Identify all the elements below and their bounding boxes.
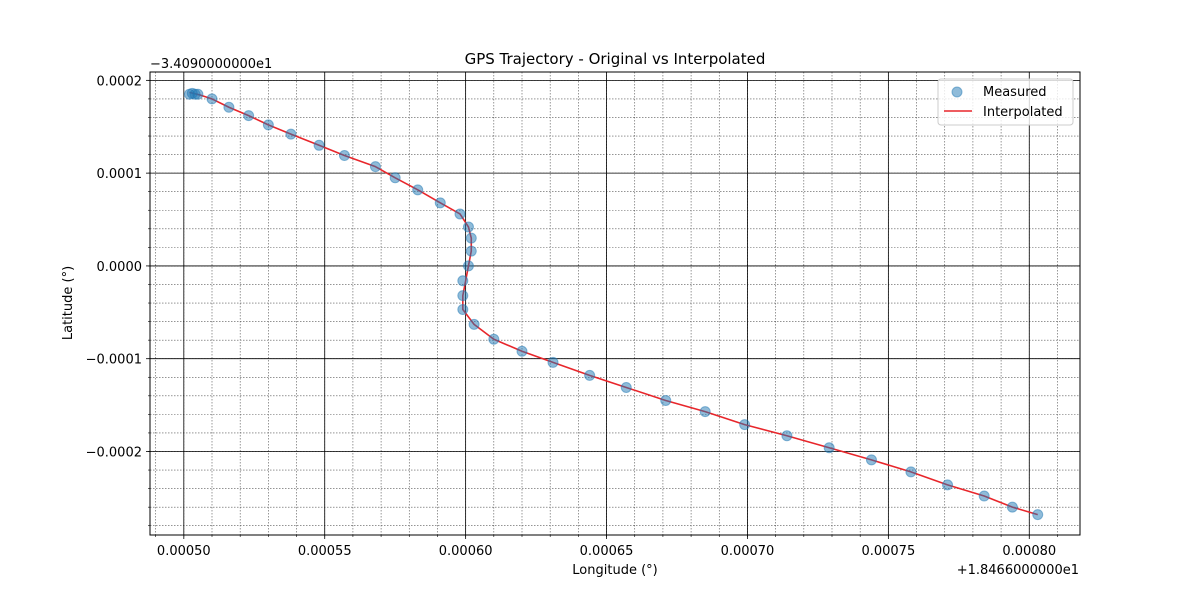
measured-point [262,119,274,131]
measured-point [739,419,751,431]
measured-point [584,369,596,381]
measured-point [547,356,559,368]
y-offset-label: −3.4090000000e1 [150,57,272,72]
chart-title: GPS Trajectory - Original vs Interpolate… [465,50,766,68]
legend-marker-measured [951,86,963,98]
measured-point [1032,509,1044,521]
measured-point [660,394,672,406]
legend: Measured Interpolated [937,78,1074,126]
x-tick-label: 0.00075 [861,544,915,559]
measured-point [942,479,954,491]
measured-point [389,172,401,184]
x-tick-label: 0.00070 [721,544,775,559]
measured-point [457,275,469,287]
axis-ticks: 0.00050 0.00055 0.00060 0.00065 0.00070 0.000… [86,74,1058,559]
measured-point [206,93,218,105]
measured-point [516,345,528,357]
x-tick-label: 0.00060 [439,544,493,559]
measured-point [457,290,469,302]
grid [150,72,1080,535]
measured-point [1006,501,1018,513]
measured-point [462,260,474,272]
x-tick-label: 0.00080 [1002,544,1056,559]
measured-point [699,406,711,418]
measured-point [434,197,446,209]
measured-point [781,430,793,442]
measured-point [488,333,500,345]
y-tick-label: −0.0001 [86,353,142,368]
y-tick-label: 0.0002 [97,74,143,89]
measured-point [223,101,235,113]
measured-point [338,150,350,162]
y-tick-label: 0.0000 [97,260,143,275]
y-tick-label: −0.0002 [86,445,142,460]
measured-point [823,442,835,454]
x-axis-label: Longitude (°) [572,563,657,578]
measured-point [465,245,477,257]
legend-label-measured: Measured [983,85,1047,100]
measured-point [462,221,474,233]
measured-point [243,110,255,122]
y-axis-label: Latitude (°) [61,266,76,340]
measured-point [457,304,469,316]
x-tick-label: 0.00055 [298,544,352,559]
measured-point [620,381,632,393]
measured-point [454,208,466,220]
legend-label-interpolated: Interpolated [983,105,1063,120]
plot-points [183,87,1044,521]
x-tick-label: 0.00050 [157,544,211,559]
plot-frame [149,71,1081,536]
measured-point [465,232,477,244]
measured-point [978,490,990,502]
measured-point [313,139,325,151]
x-offset-label: +1.8466000000e1 [957,563,1079,578]
legend-box [937,78,1074,126]
measured-point [192,88,204,100]
measured-point [285,128,297,140]
measured-point [369,161,381,173]
y-tick-label: 0.0001 [97,167,143,182]
measured-point [865,454,877,466]
measured-point [905,466,917,478]
measured-point [412,184,424,196]
x-tick-label: 0.00065 [580,544,634,559]
measured-point [468,318,480,330]
